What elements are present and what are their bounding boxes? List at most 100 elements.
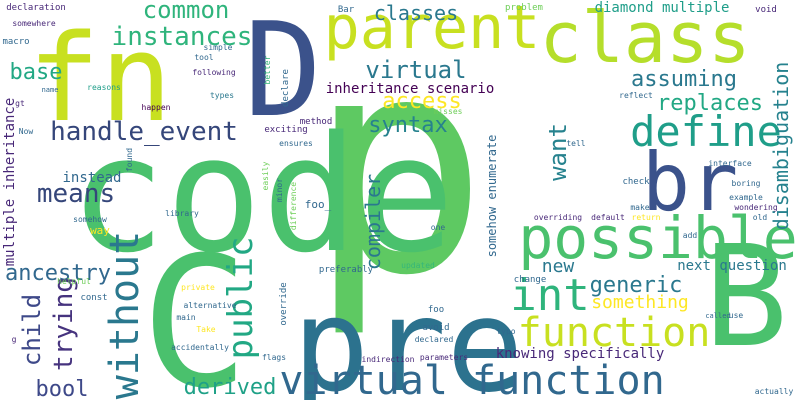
word-use: use [729,311,744,320]
word-example: example [729,193,763,202]
word-D: D [244,0,322,146]
word-better: better [263,55,272,84]
word-somehow: somehow [73,215,107,224]
word-Take: Take [196,325,215,334]
word-common: common [143,0,230,24]
word-const: const [80,293,107,303]
word-name: name [42,86,59,94]
word-found: found [125,148,134,172]
word-minor: minor [275,178,284,202]
word-C: C [141,219,249,400]
word-private: private [181,283,215,292]
word-easily: easily [261,161,270,190]
word-compiler: compiler [361,174,385,270]
word-br: br [642,136,738,229]
word-classes: classes [374,1,458,25]
word-multiple-inheritance: multiple inheritance [2,98,18,267]
word-something: something [591,292,689,313]
word-instead: instead [62,170,121,186]
word-gt: gt [15,99,25,108]
word-child: child [18,294,46,366]
word-next-question: next question [677,258,787,274]
word-parameters: parameters [420,353,468,362]
word-g: g [12,335,17,344]
word-indirection: indirection [362,355,415,364]
word-define: define [630,107,782,156]
word-fn: fn [28,10,173,149]
word-replaces: replaces [657,91,763,116]
word-reflect: reflect [619,91,653,100]
word-foo_: foo_ [305,198,332,211]
word-means: means [37,179,115,209]
word-generic: generic [590,273,683,298]
word-parent: parent [324,0,541,63]
word-check: check [622,177,650,187]
word-foo: foo [428,305,444,315]
word-following: following [192,68,236,77]
word-called: called [705,312,730,320]
word-declared: declared [415,335,454,344]
word-possible: possible [518,204,797,272]
word-happen: happen [142,103,171,112]
word-problem: problem [505,3,543,13]
word-add: add [683,231,698,240]
word-override: override [279,282,289,325]
word-Now: Now [19,127,34,136]
word-return: return [632,213,661,222]
word-avoid: avoid [422,323,449,333]
word-p: p [308,0,489,341]
word-preferably: preferably [319,265,374,275]
word-flags: flags [262,353,286,362]
word-reasons: reasons [87,83,121,92]
word-derived: derived [184,375,277,400]
word-base: base [10,60,63,85]
word-wondering: wondering [734,203,778,212]
word-change: change [514,275,547,285]
word-one: one [431,223,446,232]
word-B: B [704,216,788,379]
word-method: method [300,117,333,127]
word-syntax: syntax [368,113,447,138]
word-virtual-function: virtual function [279,358,664,400]
word-new: new [542,256,575,277]
word-somehow-enumerate: somehow enumerate [485,135,499,258]
word-declare: declare [281,69,291,107]
word-public: public [221,237,261,360]
word-boring: boring [732,179,761,188]
word-knowing-specifically: knowing specifically [496,346,665,362]
word-Bar: Bar [338,5,355,15]
word-way: way [90,224,110,237]
word-alternative: alternative [184,301,237,310]
word-difference: difference [289,182,298,230]
word-library: library [165,209,199,218]
word-types: types [210,91,234,100]
word-old: old [753,213,768,222]
word-typo: typo [496,327,515,336]
word-simple: simple [204,43,233,52]
word-interface: interface [708,159,752,168]
word-trying: trying [49,277,79,371]
word-overriding: overriding [534,213,582,222]
word-make: make [630,203,649,212]
word-void: void [755,5,777,15]
word-virtual: virtual [365,56,466,84]
word-bool: bool [36,377,89,400]
word-main: main [176,313,195,322]
word-somewhere: somewhere [12,19,56,28]
word-class: class [540,0,751,79]
word-macro: macro [2,37,29,47]
word-pre: pre [292,272,523,400]
word-without: without [102,231,148,400]
word-function: function [518,310,711,356]
word-updated: updated [401,261,435,270]
word-default: default [591,213,625,222]
word-code: code [69,101,454,288]
word-instances: instances [112,22,253,52]
word-actually: actually [755,387,794,396]
word-diamond-multiple: diamond multiple [595,0,730,16]
word-int: int [510,270,589,321]
word-ancestry: ancestry [5,261,111,286]
word-inheritance-scenario: inheritance scenario [326,81,495,97]
